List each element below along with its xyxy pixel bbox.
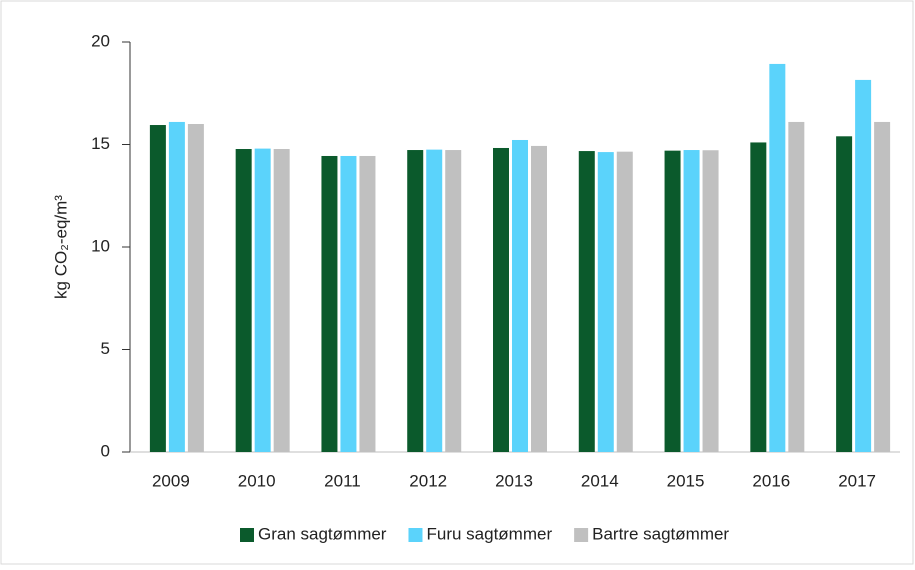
- bar: [149, 125, 166, 453]
- bar: [702, 150, 719, 453]
- x-tick-label: 2016: [752, 471, 790, 490]
- bar: [836, 136, 853, 453]
- bar: [750, 142, 767, 452]
- bar: [597, 152, 614, 452]
- bar: [254, 148, 271, 452]
- x-tick-label: 2013: [495, 471, 533, 490]
- y-tick-label: 15: [91, 134, 110, 153]
- x-tick-label: 2017: [838, 471, 876, 490]
- bar: [616, 151, 633, 453]
- bar: [578, 151, 595, 452]
- bar: [874, 121, 891, 452]
- x-tick-label: 2015: [667, 471, 705, 490]
- y-tick-label: 5: [101, 339, 110, 358]
- bar: [769, 63, 786, 453]
- x-tick-label: 2014: [581, 471, 619, 490]
- x-tick-label: 2012: [409, 471, 447, 490]
- bar: [664, 150, 681, 452]
- legend-label: Bartre sagtømmer: [592, 524, 729, 543]
- bar: [168, 121, 185, 452]
- legend-label: Gran sagtømmer: [258, 524, 387, 543]
- legend-label: Furu sagtømmer: [426, 524, 552, 543]
- bar: [340, 155, 357, 453]
- bar: [788, 121, 805, 452]
- bar: [445, 150, 462, 452]
- x-tick-label: 2009: [152, 471, 190, 490]
- bar: [273, 149, 290, 452]
- legend-swatch: [240, 528, 254, 542]
- bar: [531, 145, 547, 452]
- y-tick-label: 10: [91, 236, 110, 255]
- bar: [359, 155, 376, 453]
- bar: [235, 149, 252, 452]
- bar: [855, 79, 872, 453]
- x-tick-label: 2011: [324, 471, 361, 490]
- y-axis-label: kg CO₂-eq/m³: [51, 195, 70, 299]
- x-tick-label: 2010: [238, 471, 276, 490]
- y-tick-label: 20: [91, 31, 110, 50]
- legend-swatch: [408, 528, 423, 542]
- bar: [321, 155, 338, 453]
- bar: [493, 147, 509, 453]
- bar: [407, 150, 424, 452]
- bar: [426, 149, 443, 452]
- legend-swatch: [574, 528, 589, 542]
- y-tick-label: 0: [101, 441, 110, 460]
- bar: [187, 124, 204, 452]
- bar: [512, 139, 528, 453]
- bar: [683, 150, 700, 452]
